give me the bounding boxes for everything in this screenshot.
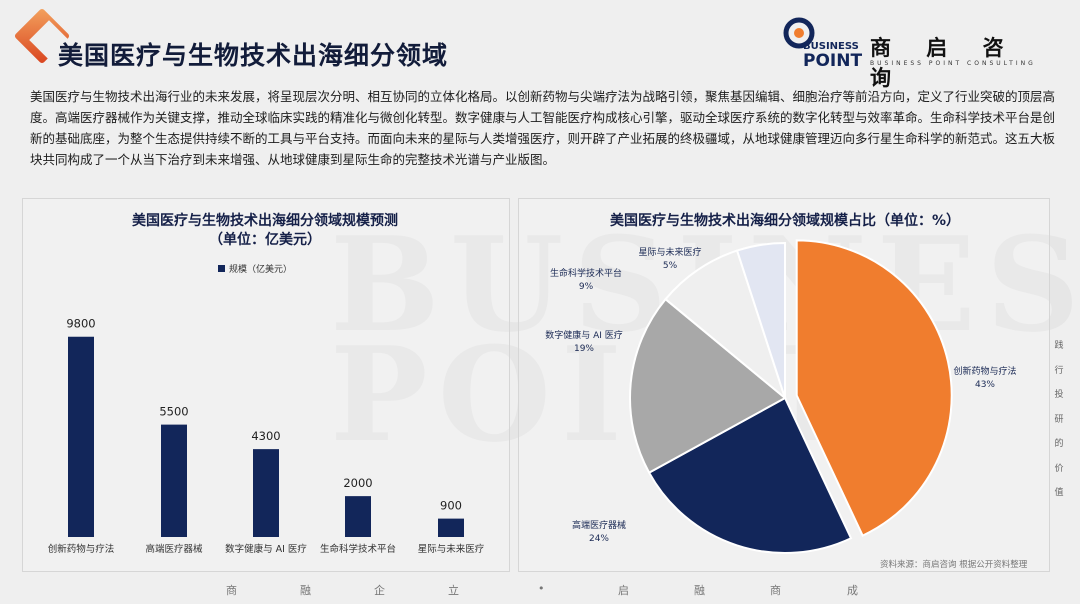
pie-label-3: 数字健康与 AI 医疗 <box>545 329 623 341</box>
pie-label-5: 星际与未来医疗 <box>638 246 701 258</box>
bar-1 <box>68 336 94 537</box>
footer-char-6: 启 <box>618 584 629 597</box>
side-char-2: 行 <box>1054 365 1064 376</box>
pie-value-label-3: 19% <box>574 344 594 354</box>
bar-value-label-4: 2000 <box>343 476 372 490</box>
logo-tagline: BUSINESS POINT CONSULTING <box>870 60 1036 67</box>
footer-char-8: 商 <box>770 584 781 597</box>
source-note: 资料来源：商启咨询 根据公开资料整理 <box>880 560 1028 570</box>
bar-2 <box>161 424 187 537</box>
bar-value-label-5: 900 <box>440 499 462 513</box>
pie-slice-1 <box>795 239 953 537</box>
pie-value-label-4: 9% <box>579 282 594 292</box>
logo-brand-cn: 商 启 咨 询 <box>870 36 1018 90</box>
footer-char-3: 企 <box>374 584 385 597</box>
pie-value-label-5: 5% <box>663 261 678 271</box>
side-char-1: 践 <box>1054 341 1064 351</box>
pie-label-4: 生命科学技术平台 <box>550 267 622 279</box>
bar-category-label-3: 数字健康与 AI 医疗 <box>225 543 307 555</box>
pie-slice-5 <box>735 241 786 399</box>
pie-slice-4 <box>664 249 788 401</box>
page-title: 美国医疗与生物技术出海细分领域 <box>58 41 449 70</box>
business-point-logo-icon: BUSINESS POINT <box>783 17 862 70</box>
side-char-7: 值 <box>1054 488 1064 498</box>
pie-chart-title: 美国医疗与生物技术出海细分领域规模占比（单位：%） <box>609 213 961 229</box>
bar-4 <box>345 496 371 537</box>
bar-chart: 9800 创新药物与疗法 5500 高端医疗器械 4300 数字健康与 AI 医疗 2000… <box>48 317 485 555</box>
bar-chart-title: 美国医疗与生物技术出海细分领域规模预测 <box>132 213 398 229</box>
footer-char-9: 成 <box>847 584 858 597</box>
bar-category-label-2: 高端医疗器械 <box>145 543 203 555</box>
pie-value-label-1: 43% <box>975 380 995 390</box>
bar-chart-title-block: 美国医疗与生物技术出海细分领域规模预测 （单位：亿美元） <box>30 212 500 250</box>
side-char-4: 研 <box>1054 414 1064 425</box>
brand-logo: BUSINESS POINT 商 启 咨 询 BUSINESS POINT CO… <box>782 16 1072 90</box>
side-char-3: 投 <box>1054 390 1064 400</box>
footer-char-7: 融 <box>694 584 705 597</box>
footer-char-1: 商 <box>226 584 237 597</box>
bar-category-label-5: 星际与未来医疗 <box>418 543 485 555</box>
bar-5 <box>438 518 464 537</box>
bar-3 <box>253 449 279 537</box>
pie-value-label-2: 24% <box>589 534 609 544</box>
bar-category-label-1: 创新药物与疗法 <box>48 543 115 555</box>
side-char-6: 价 <box>1054 463 1064 474</box>
footer-char-5: • <box>538 582 545 595</box>
bar-value-label-2: 5500 <box>159 405 188 419</box>
intro-paragraph: 美国医疗与生物技术出海行业的未来发展，将呈现层次分明、相互协同的立体化格局。以创… <box>30 89 1056 167</box>
legend-label: 规模（亿美元） <box>229 265 293 275</box>
logo-text-point: POINT <box>803 51 862 70</box>
bar-chart-subtitle: （单位：亿美元） <box>209 232 321 248</box>
side-char-5: 的 <box>1054 439 1064 449</box>
footer-char-2: 融 <box>300 584 311 597</box>
side-vertical-text: 践行投研的价值 <box>1052 334 1066 506</box>
logo-text-business: BUSINESS <box>803 41 859 52</box>
bar-value-label-3: 4300 <box>251 429 280 443</box>
pie-slice-2 <box>647 396 853 554</box>
pie-label-2: 高端医疗器械 <box>572 519 626 531</box>
legend-swatch <box>218 265 225 272</box>
footer-char-4: 立 <box>448 584 459 597</box>
bar-value-label-1: 9800 <box>66 317 95 331</box>
pie-slice-3 <box>629 297 787 475</box>
pie-label-1: 创新药物与疗法 <box>953 365 1016 377</box>
bar-chart-legend: 规模（亿美元） <box>218 262 292 275</box>
bar-category-label-4: 生命科学技术平台 <box>320 543 396 555</box>
